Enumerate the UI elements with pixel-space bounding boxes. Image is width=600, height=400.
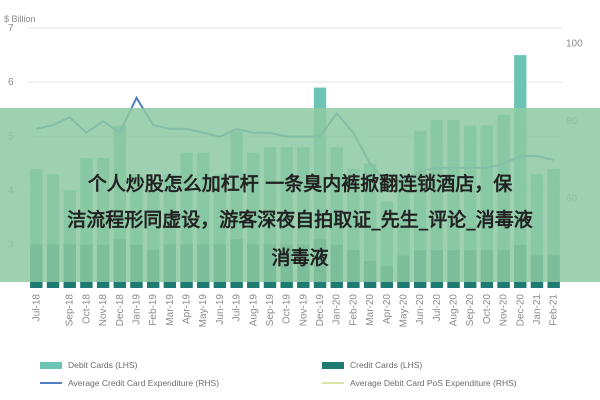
legend-label: Debit Cards (LHS) — [68, 360, 138, 370]
x-tick-label: Oct-19 — [282, 294, 293, 324]
x-tick-label: May-20 — [398, 294, 409, 328]
x-tick-label: Dec-18 — [115, 294, 126, 327]
x-tick-label: Dec-19 — [315, 294, 326, 327]
x-tick-label: Sep-19 — [265, 294, 276, 327]
legend-swatch — [322, 362, 344, 369]
x-tick-label: Jan-20 — [332, 294, 343, 325]
x-tick-label: Nov-18 — [98, 294, 109, 327]
legend-swatch — [40, 362, 62, 369]
left-tick-label: 7 — [8, 23, 14, 34]
x-tick-label: Jun-19 — [215, 294, 226, 325]
legend-label: Average Debit Card PoS Expenditure (RHS) — [350, 378, 517, 388]
x-tick-label: Jan-21 — [532, 294, 543, 325]
x-tick-label: Oct-18 — [81, 294, 92, 324]
x-tick-label: Feb-20 — [348, 294, 359, 326]
x-tick-label: Jun-20 — [415, 294, 426, 325]
x-tick-label: Sep-20 — [465, 294, 476, 327]
overlay-line-3: 消毒液 — [271, 246, 329, 269]
x-tick-label: Jul-20 — [432, 294, 443, 322]
left-tick-label: 6 — [8, 77, 14, 88]
x-tick-label: Dec-20 — [515, 294, 526, 327]
x-tick-label: Apr-19 — [182, 294, 193, 324]
x-tick-label: Aug-19 — [248, 294, 259, 327]
x-tick-label: Mar-20 — [365, 294, 376, 326]
x-tick-label: Nov-19 — [298, 294, 309, 327]
x-tick-label: Mar-19 — [165, 294, 176, 326]
right-tick-label: 100 — [566, 39, 583, 50]
x-tick-label: Feb-21 — [549, 294, 560, 326]
left-axis-unit-label: $ Billion — [4, 14, 36, 24]
legend: Debit Cards (LHS) Credit Cards (LHS) Avera… — [40, 360, 517, 388]
x-tick-label: Nov-20 — [499, 294, 510, 327]
x-tick-label: Oct-20 — [482, 294, 493, 324]
x-tick-label: Feb-19 — [148, 294, 159, 326]
overlay-band — [0, 108, 600, 282]
x-axis-ticks: Jul-18 Sep-18 Oct-18 Nov-18 Dec-18 Jan-19 Feb-… — [31, 294, 559, 328]
overlay-banner: 个人炒股怎么加杠杆 一条臭内裤掀翻连锁酒店，保 洁流程形同虚设，游客深夜自拍取证… — [0, 108, 600, 282]
x-tick-label: Jan-19 — [131, 294, 142, 325]
legend-label: Credit Cards (LHS) — [350, 360, 422, 370]
x-tick-label: Sep-18 — [65, 294, 76, 327]
overlay-line-1: 个人炒股怎么加杠杆 一条臭内裤掀翻连锁酒店，保 — [87, 172, 514, 195]
legend-label: Average Credit Card Expenditure (RHS) — [68, 378, 219, 388]
overlay-line-2: 洁流程形同虚设，游客深夜自拍取证_先生_评论_消毒液 — [67, 208, 534, 231]
x-tick-label: Jul-19 — [232, 294, 243, 322]
x-tick-label: Aug-20 — [449, 294, 460, 327]
x-tick-label: May-19 — [198, 294, 209, 328]
x-tick-label: Apr-20 — [382, 294, 393, 324]
x-tick-label: Jul-18 — [31, 294, 42, 322]
